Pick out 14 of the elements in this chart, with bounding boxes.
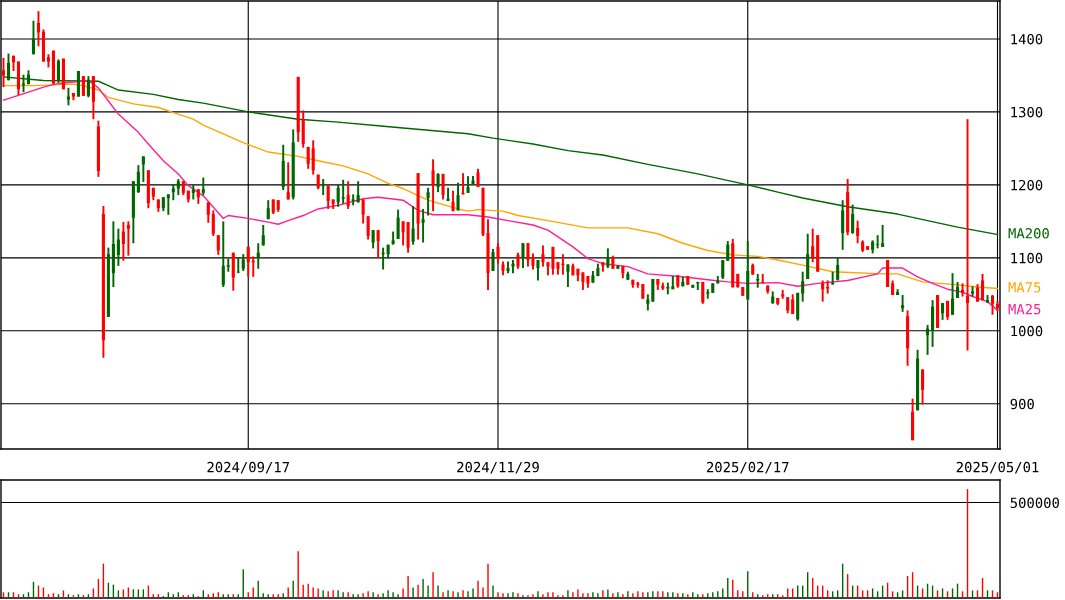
y-tick-label: 1400 — [1011, 33, 1043, 45]
y-tick-label: 1300 — [1011, 106, 1043, 118]
y-tick-label: 1000 — [1011, 325, 1043, 337]
y-tick-label: 900 — [1010, 398, 1034, 410]
x-tick-label: 2024/09/17 — [207, 461, 290, 474]
y-tick-label: 1100 — [1011, 252, 1043, 264]
y-tick-label: 1200 — [1011, 179, 1043, 191]
y-tick-label: 500000 — [1010, 497, 1059, 509]
x-tick-label: 2025/02/17 — [706, 461, 789, 474]
series-label: MA25 — [1008, 303, 1041, 315]
series-label: MA200 — [1008, 228, 1049, 239]
x-tick-label: 2025/05/01 — [956, 461, 1039, 474]
x-tick-label: 2024/11/29 — [457, 461, 539, 474]
series-label: MA75 — [1008, 282, 1041, 293]
